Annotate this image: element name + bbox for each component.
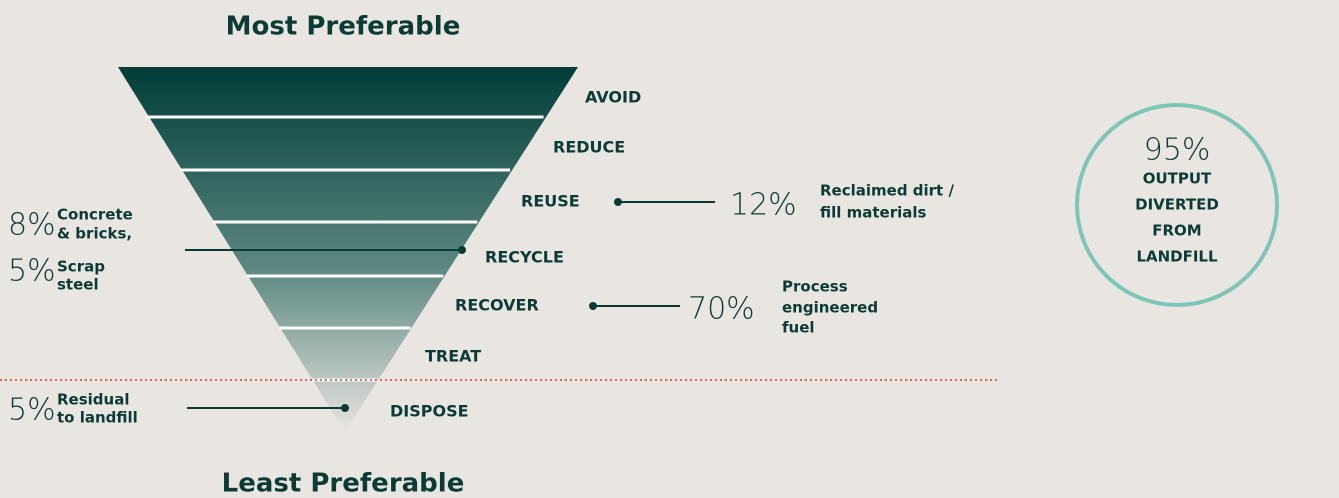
summary-line: DIVERTED [1135, 196, 1219, 214]
note: & bricks, [57, 225, 132, 243]
note: Process [782, 278, 848, 296]
note: engineered [782, 299, 878, 317]
note: steel [57, 276, 99, 294]
level: REUSE [521, 192, 580, 211]
level: REDUCE [553, 138, 625, 157]
figure: 8% [8, 208, 56, 243]
figure: 12% [730, 188, 797, 223]
note: Scrap [57, 258, 105, 276]
level: RECOVER [455, 296, 539, 315]
summary-figure: 95% [1144, 133, 1211, 168]
level: TREAT [425, 347, 481, 366]
summary-line: FROM [1152, 222, 1201, 240]
level: AVOID [585, 88, 641, 107]
top-label: Most Preferable [226, 12, 461, 42]
summary-line: LANDFILL [1136, 248, 1218, 266]
figure: 70% [688, 292, 755, 327]
note: fill materials [820, 204, 927, 222]
level: DISPOSE [390, 402, 469, 421]
summary-ring [1075, 103, 1279, 307]
level: RECYCLE [485, 248, 564, 267]
summary-line: OUTPUT [1143, 170, 1212, 188]
note: to landfill [57, 409, 138, 427]
note: fuel [782, 319, 815, 337]
figure: 5% [8, 393, 56, 428]
note: Concrete [57, 206, 133, 224]
figure: 5% [8, 254, 56, 289]
bottom-label: Least Preferable [222, 469, 465, 498]
note: Reclaimed dirt / [820, 182, 954, 200]
note: Residual [57, 391, 129, 409]
